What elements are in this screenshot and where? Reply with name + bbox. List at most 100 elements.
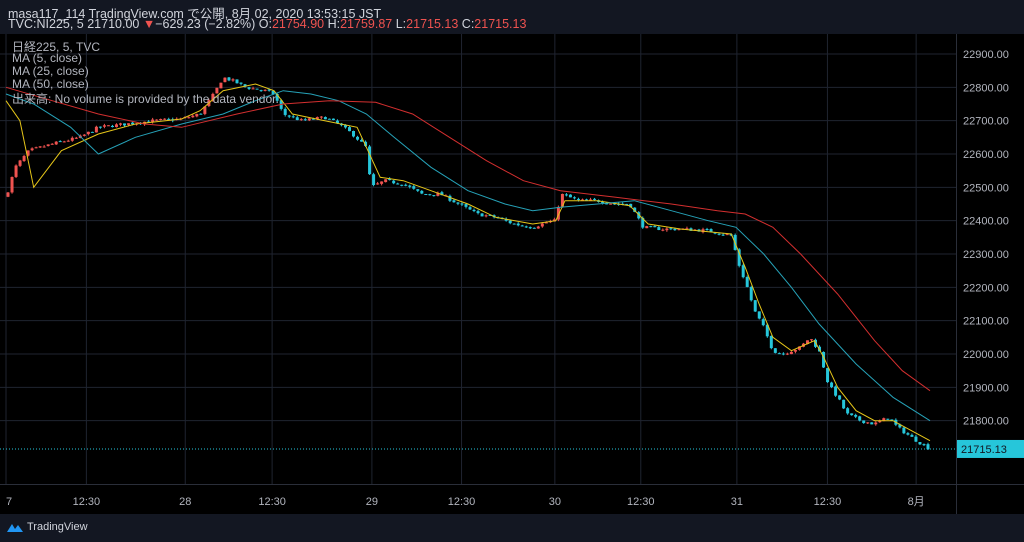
candle-body [388,178,392,181]
candle-body [131,122,135,125]
low-label: L: [395,17,407,31]
candle-body [753,300,757,312]
time-axis-tick-label: 8月 [908,496,925,508]
open-label: O: [258,17,272,31]
candle-body [38,146,42,148]
candle-body [480,213,484,217]
time-axis-tick-label: 12:30 [627,496,655,508]
price-axis[interactable]: 21800.00 21900.00 22000.00 22100.00 22200.00… [956,34,1024,484]
candle-body [862,420,866,424]
candle-body [360,140,364,142]
candle-body [315,117,319,119]
candle-body [151,119,155,123]
candle-body [609,203,613,205]
price-chart-pane[interactable]: 日経225, 5, TVC MA (5, close) MA (25, clos… [0,34,956,484]
candle-body [155,119,159,121]
candle-body [580,199,584,201]
ma-line-25 [5,90,931,422]
time-axis-tick-label: 31 [731,496,743,508]
close-value: 21715.13 [474,17,527,31]
candle-body [412,186,416,189]
chart-header: masa117_114 TradingView.com で公開, 8月 02, … [0,0,1024,34]
candle-body [761,319,765,326]
candle-body [187,117,191,119]
candle-body [601,201,605,204]
price-axis-tick-label: 22700.00 [963,116,1009,128]
candle-body [392,180,396,184]
candle-body [211,93,215,101]
ma-line-5 [5,83,931,442]
candle-body [380,181,384,184]
candle-body [26,150,30,156]
price-chart-svg [0,34,956,484]
candle-body [247,87,251,89]
candle-body [50,143,54,145]
candle-body [830,382,834,388]
candle-body [195,114,199,117]
candle-body [251,88,255,90]
candle-body [66,140,70,142]
candle-body [90,131,94,133]
candle-body [460,203,464,205]
candle-body [661,229,665,231]
candle-body [882,418,886,422]
open-value: 21754.90 [271,17,325,31]
symbol-label[interactable]: TVC:NI225, 5 [8,17,84,31]
candle-body [319,116,323,118]
last-price-label: 21715.13 [961,444,1007,456]
high-label: H: [327,17,341,31]
candle-body [504,218,508,221]
candle-body [721,234,725,236]
candle-body [878,420,882,423]
candle-body [540,223,544,227]
price-axis-tick-label: 22000.00 [963,349,1009,361]
time-axis[interactable]: 7 12:30 28 12:30 29 12:30 30 12:30 31 12:30 8月 [0,484,956,514]
close-label: C: [461,17,475,31]
candle-body [255,88,259,90]
brand-label: TradingView [27,521,88,533]
candle-body [327,118,331,120]
candle-body [789,351,793,355]
tradingview-logo[interactable]: TradingView [6,521,88,533]
legend-ma25[interactable]: MA (25, close) [12,64,89,78]
candle-body [749,287,753,301]
candle-body [906,433,910,435]
candle-body [641,217,645,228]
candle-body [263,89,267,91]
time-axis-tick-label: 28 [179,496,191,508]
candle-body [295,117,299,121]
candle-body [384,179,388,183]
candle-body [793,349,797,352]
candle-body [464,204,468,207]
legend-ma5[interactable]: MA (5, close) [12,51,83,65]
candle-body [585,199,589,201]
price-axis-svg: 21800.00 21900.00 22000.00 22100.00 22200.00… [957,49,1024,458]
candle-body [918,442,922,445]
candle-body [890,419,894,421]
candle-body [653,226,657,228]
legend-title[interactable]: 日経225, 5, TVC [12,40,101,54]
candle-body [74,137,78,139]
candle-body [62,141,66,143]
time-axis-tick-label: 12:30 [73,496,101,508]
time-axis-tick-label: 12:30 [258,496,286,508]
candle-body [271,90,275,95]
price-axis-tick-label: 22100.00 [963,316,1009,328]
candle-body [633,207,637,212]
candle-body [858,416,862,421]
candle-body [223,77,227,83]
price-axis-tick-label: 21800.00 [963,416,1009,428]
legend-ma50[interactable]: MA (50, close) [12,77,89,91]
candle-body [572,197,576,199]
publish-info: masa117_114 TradingView.com で公開, 8月 02, … [8,7,382,21]
candle-body [275,93,279,101]
candle-body [850,413,854,416]
candle-body [544,222,548,224]
candle-body [448,195,452,201]
candle-body [323,117,327,120]
candle-body [347,127,351,132]
candle-body [106,125,110,127]
candle-body [440,192,444,196]
price-change: −629.23 (−2.82%) [155,17,256,31]
candle-body [593,198,597,200]
